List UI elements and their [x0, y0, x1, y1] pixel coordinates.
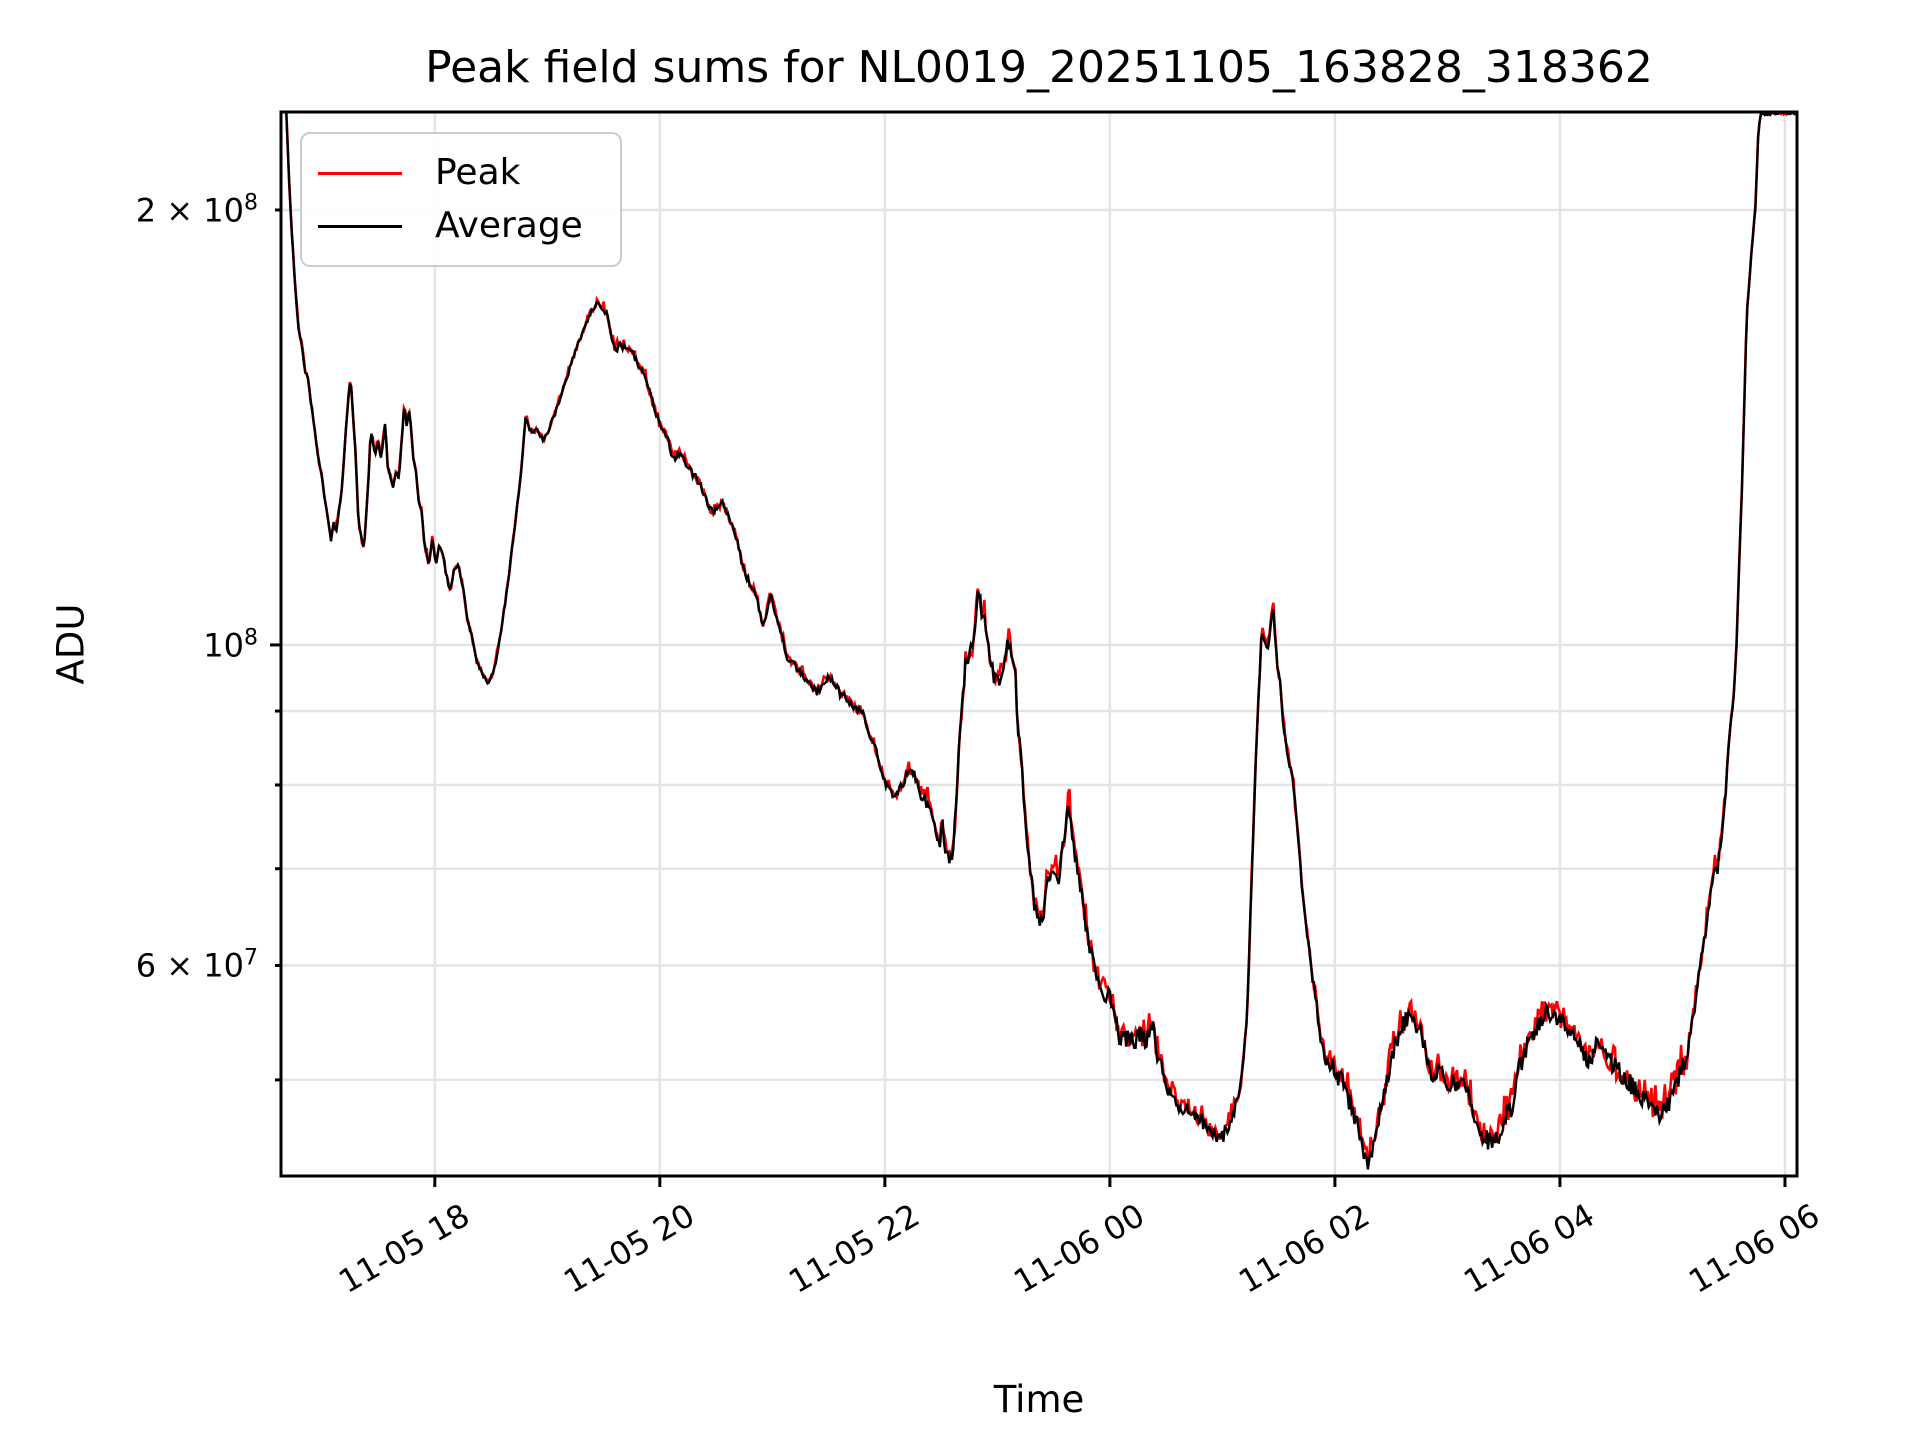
data-curves	[284, 112, 1797, 1170]
legend-label-average: Average	[435, 205, 583, 246]
y-axis-label: ADU	[49, 603, 93, 685]
legend-item-peak: Peak	[302, 155, 620, 191]
legend: Peak Average	[300, 132, 622, 267]
average-line-sample	[318, 224, 402, 228]
y-tick-label: 108	[203, 625, 258, 665]
gridlines	[281, 112, 1797, 1176]
x-axis-label: Time	[993, 1378, 1085, 1421]
chart-title: Peak field sums for NL0019_20251105_1638…	[425, 42, 1653, 93]
legend-item-average: Average	[302, 208, 620, 244]
peak-line-sample	[318, 171, 402, 175]
average-series-line	[284, 112, 1797, 1170]
y-tick-label: 2 × 108	[135, 190, 258, 230]
legend-label-peak: Peak	[435, 152, 521, 193]
y-tick-label: 6 × 107	[135, 946, 258, 985]
tick-marks	[270, 208, 1787, 1187]
